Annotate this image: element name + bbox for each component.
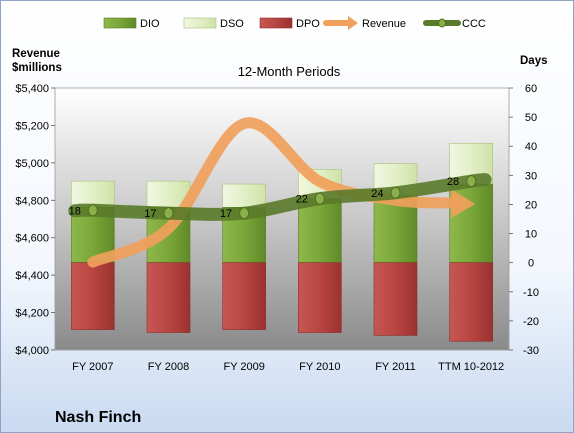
- right-tick-label-3: 0: [528, 258, 534, 270]
- legend-swatch-dpo: [259, 17, 293, 29]
- bar-dio-3: [298, 198, 342, 263]
- lines-layer: [68, 117, 492, 268]
- ccc-data-label-1: 17: [144, 208, 156, 220]
- legend-label-revenue: Revenue: [362, 18, 406, 30]
- ccc-line: [68, 173, 492, 221]
- company-name: Nash Finch: [55, 409, 141, 426]
- x-tick-label-1: FY 2008: [148, 361, 189, 373]
- ccc-point-3: [314, 192, 325, 205]
- labels-layer: 18 17 17 22 24 28: [69, 176, 460, 220]
- plot-area: [54, 87, 510, 351]
- right-tick-label-4: 10: [525, 229, 537, 241]
- legend-label-dio: DIO: [140, 18, 160, 30]
- bar-dpo-2: [222, 262, 266, 330]
- legend-label-dso: DSO: [220, 18, 244, 30]
- left-tick-label-0: $4,000: [15, 345, 49, 357]
- left-tick-label-6: $5,200: [15, 120, 49, 132]
- right-tick-label-6: 30: [525, 170, 537, 182]
- ccc-data-label-4: 24: [371, 188, 383, 200]
- left-tick-label-5: $5,000: [15, 158, 49, 170]
- ccc-data-label-5: 28: [447, 176, 459, 188]
- left-tick-label-4: $4,800: [15, 195, 49, 207]
- legend-swatch-dso: [183, 17, 217, 29]
- revenue-line: [87, 117, 459, 268]
- bar-dpo-4: [373, 262, 418, 336]
- legend-swatch-dio: [103, 17, 137, 29]
- bar-dpo-0: [71, 262, 115, 330]
- left-tick-label-7: $5,400: [15, 83, 49, 95]
- right-tick-label-7: 40: [525, 141, 537, 153]
- bar-dpo-3: [298, 262, 342, 333]
- axes-layer: $4,000 $4,200 $4,400 $4,600 $4,800 $5,000 $5,2…: [15, 83, 539, 373]
- legend: DIO DSO DPO Revenue CCC: [103, 16, 486, 30]
- x-tick-label-0: FY 2007: [72, 361, 113, 373]
- bar-dso-0: [71, 180, 115, 208]
- chart-title: 12-Month Periods: [238, 64, 341, 79]
- bar-dso-2: [222, 183, 266, 208]
- left-tick-label-2: $4,400: [15, 270, 49, 282]
- bar-dpo-1: [146, 262, 191, 333]
- legend-point-ccc: [438, 18, 446, 28]
- right-tick-label-1: -20: [523, 316, 539, 328]
- ccc-data-label-0: 18: [69, 205, 81, 217]
- ccc-point-5: [466, 175, 477, 188]
- x-tick-label-2: FY 2009: [223, 361, 264, 373]
- legend-label-dpo: DPO: [296, 18, 320, 30]
- legend-label-ccc: CCC: [462, 18, 486, 30]
- x-tick-label-4: FY 2011: [375, 361, 416, 373]
- revenue-arrowhead: [451, 189, 476, 219]
- right-tick-label-9: 60: [525, 83, 537, 95]
- right-tick-label-2: -10: [523, 287, 539, 299]
- legend-arrow-revenue: [348, 16, 358, 30]
- left-axis-title-line2: $millions: [12, 62, 62, 74]
- right-axis-title: Days: [520, 55, 548, 67]
- right-tick-label-0: -30: [523, 345, 539, 357]
- ccc-point-4: [390, 186, 401, 199]
- ccc-data-label-2: 17: [220, 208, 232, 220]
- x-tick-label-5: TTM 10-2012: [438, 361, 504, 373]
- right-tick-label-5: 20: [525, 199, 537, 211]
- left-tick-label-1: $4,200: [15, 308, 49, 320]
- ccc-point-2: [239, 207, 250, 220]
- bar-dpo-5: [449, 262, 493, 342]
- left-tick-label-3: $4,600: [15, 233, 49, 245]
- left-axis-title-line1: Revenue: [12, 48, 60, 60]
- right-tick-label-8: 50: [525, 112, 537, 124]
- ccc-point-0: [87, 204, 98, 217]
- x-tick-label-3: FY 2010: [299, 361, 340, 373]
- ccc-data-label-3: 22: [296, 194, 308, 206]
- ccc-point-1: [163, 207, 174, 220]
